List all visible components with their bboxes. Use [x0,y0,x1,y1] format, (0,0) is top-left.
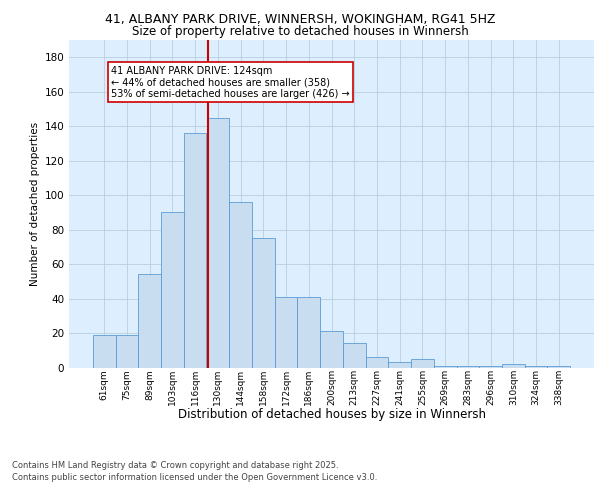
Bar [502,364,524,368]
Bar [298,297,320,368]
Text: 41, ALBANY PARK DRIVE, WINNERSH, WOKINGHAM, RG41 5HZ: 41, ALBANY PARK DRIVE, WINNERSH, WOKINGH… [105,12,495,26]
Bar [524,366,547,368]
Y-axis label: Number of detached properties: Number of detached properties [30,122,40,286]
Text: Contains HM Land Registry data © Crown copyright and database right 2025.: Contains HM Land Registry data © Crown c… [12,461,338,470]
Bar [206,118,229,368]
Bar [388,362,411,368]
Bar [275,297,298,368]
Bar [93,335,116,368]
Bar [457,366,479,368]
Text: Size of property relative to detached houses in Winnersh: Size of property relative to detached ho… [131,25,469,38]
Text: Contains public sector information licensed under the Open Government Licence v3: Contains public sector information licen… [12,474,377,482]
Bar [229,202,252,368]
Bar [320,332,343,368]
Bar [116,335,139,368]
X-axis label: Distribution of detached houses by size in Winnersh: Distribution of detached houses by size … [178,408,485,421]
Bar [252,238,275,368]
Bar [411,359,434,368]
Bar [139,274,161,368]
Bar [343,344,365,367]
Bar [365,357,388,368]
Text: 41 ALBANY PARK DRIVE: 124sqm
← 44% of detached houses are smaller (358)
53% of s: 41 ALBANY PARK DRIVE: 124sqm ← 44% of de… [111,66,350,99]
Bar [434,366,457,368]
Bar [161,212,184,368]
Bar [184,133,206,368]
Bar [547,366,570,368]
Bar [479,366,502,368]
